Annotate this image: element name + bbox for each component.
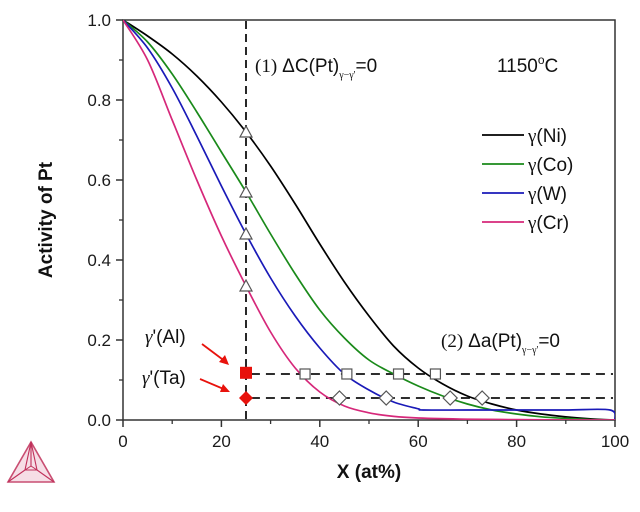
series-line-co bbox=[123, 20, 615, 420]
y-axis-title: Activity of Pt bbox=[36, 161, 57, 278]
condition-2-prefix: (2) bbox=[441, 331, 463, 352]
condition-2-suffix: =0 bbox=[538, 331, 560, 352]
triangle-marker bbox=[238, 124, 254, 138]
thermo-calc-logo bbox=[6, 440, 56, 483]
diamond-marker bbox=[474, 390, 491, 406]
diamond-marker bbox=[378, 390, 395, 406]
triangle-marker bbox=[238, 278, 254, 292]
y-tick-label: 0.0 bbox=[87, 411, 111, 430]
legend-label-co: γ(Co) bbox=[527, 155, 573, 176]
legend-label-ni: γ(Ni) bbox=[527, 126, 567, 147]
condition-2-sub: γ−γ' bbox=[521, 345, 538, 356]
square-marker bbox=[299, 368, 311, 380]
degree-sign: o bbox=[538, 53, 545, 67]
gamma-prime-al-label: γ'(Al) bbox=[145, 327, 186, 348]
square-marker bbox=[392, 368, 405, 380]
axis-tick-labels: 0 20 40 60 80 100 0.0 0.2 0.4 0.6 0.8 1.0 bbox=[87, 11, 629, 451]
y-tick-label: 0.2 bbox=[87, 331, 111, 350]
y-tick-label: 0.8 bbox=[87, 91, 111, 110]
condition-1-main: ΔC(Pt) bbox=[282, 56, 339, 77]
triangle-marker bbox=[238, 184, 254, 198]
x-tick-label: 60 bbox=[409, 432, 428, 451]
legend: γ(Ni) γ(Co) γ(W) γ(Cr) bbox=[482, 126, 573, 234]
legend-label-w: γ(W) bbox=[527, 184, 567, 205]
square-marker bbox=[341, 368, 353, 380]
triangle-marker bbox=[238, 226, 254, 240]
y-tick-label: 0.4 bbox=[87, 251, 111, 270]
y-tick-label: 0.6 bbox=[87, 171, 111, 190]
series-line-ni bbox=[123, 20, 615, 420]
legend-label-cr: γ(Cr) bbox=[527, 213, 569, 234]
x-tick-label: 20 bbox=[212, 432, 231, 451]
markers bbox=[238, 124, 491, 406]
condition-2-main: Δa(Pt) bbox=[468, 331, 522, 352]
series-line-cr bbox=[123, 20, 615, 420]
square-marker bbox=[429, 368, 442, 380]
arrow-al bbox=[201, 343, 229, 365]
gamma-prime-ta-label: γ'(Ta) bbox=[142, 368, 186, 389]
x-tick-label: 40 bbox=[310, 432, 329, 451]
condition-1-suffix: =0 bbox=[355, 56, 377, 77]
temperature-label: 1150oC bbox=[497, 53, 558, 77]
diamond-marker bbox=[442, 390, 459, 406]
x-tick-label: 80 bbox=[507, 432, 526, 451]
diamond-marker bbox=[331, 390, 348, 406]
condition-1-prefix: (1) bbox=[255, 56, 277, 77]
temperature-unit: C bbox=[545, 56, 559, 77]
axis-ticks bbox=[116, 19, 616, 427]
condition-1-sub: γ−γ' bbox=[338, 70, 355, 81]
condition-2-annotation: (2) Δa(Pt)γ−γ'=0 bbox=[441, 331, 560, 356]
x-tick-label: 100 bbox=[601, 432, 629, 451]
temperature-value: 1150 bbox=[497, 56, 538, 77]
gamma-prime-al-marker bbox=[240, 366, 252, 379]
arrow-ta bbox=[199, 378, 230, 392]
x-axis-title: X (at%) bbox=[337, 462, 401, 483]
y-tick-label: 1.0 bbox=[87, 11, 111, 30]
gamma-prime-ta-marker bbox=[239, 391, 253, 405]
condition-1-annotation: (1) ΔC(Pt)γ−γ'=0 bbox=[255, 56, 377, 81]
x-tick-label: 0 bbox=[118, 432, 127, 451]
